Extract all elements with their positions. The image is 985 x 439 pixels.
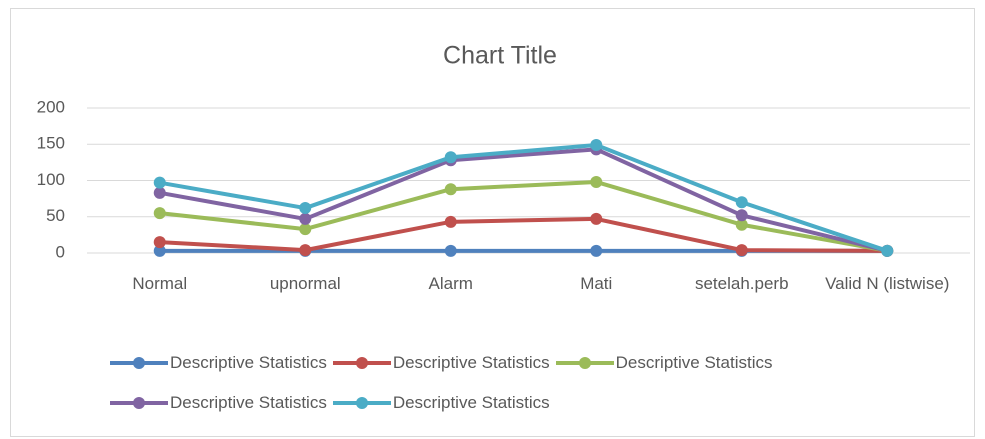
legend-label: Descriptive Statistics bbox=[615, 353, 773, 372]
data-point bbox=[735, 244, 748, 257]
y-tick-label: 200 bbox=[37, 97, 65, 116]
legend-swatch bbox=[332, 397, 391, 409]
series-line bbox=[159, 216, 888, 253]
data-point bbox=[881, 244, 894, 257]
data-point bbox=[444, 183, 457, 196]
legend-label: Descriptive Statistics bbox=[170, 353, 327, 372]
y-tick-label: 150 bbox=[37, 134, 65, 153]
legend-swatch bbox=[110, 397, 168, 409]
x-tick-label: Mati bbox=[580, 274, 613, 293]
legend-label: Descriptive Statistics bbox=[392, 353, 550, 372]
data-point bbox=[153, 207, 166, 220]
legend-swatch bbox=[110, 357, 168, 369]
chart-title: Chart Title bbox=[443, 42, 557, 70]
data-point bbox=[444, 215, 457, 228]
series-line bbox=[159, 179, 888, 253]
y-tick-label: 0 bbox=[56, 242, 65, 261]
series-line bbox=[159, 142, 888, 253]
data-point bbox=[153, 186, 166, 199]
legend-label: Descriptive Statistics bbox=[392, 393, 550, 412]
legend-marker bbox=[133, 397, 145, 409]
legend-marker bbox=[355, 357, 368, 369]
data-point bbox=[590, 138, 603, 151]
legend-marker bbox=[578, 357, 591, 369]
data-point bbox=[299, 223, 312, 236]
data-point bbox=[153, 244, 166, 257]
data-point bbox=[299, 202, 312, 215]
y-tick-label: 50 bbox=[46, 206, 65, 225]
legend: Descriptive Statistics Descriptive Statis… bbox=[108, 353, 928, 413]
x-tick-label: setelah.perb bbox=[694, 274, 789, 293]
data-point bbox=[590, 244, 603, 257]
legend-marker bbox=[355, 397, 368, 409]
data-point bbox=[153, 236, 166, 249]
data-point bbox=[590, 175, 603, 188]
legend-swatch bbox=[555, 357, 614, 369]
data-point bbox=[153, 176, 166, 189]
data-point bbox=[735, 209, 748, 222]
data-point bbox=[444, 151, 457, 164]
legend-item: Descriptive Statistics bbox=[108, 353, 327, 373]
x-tick-label: Normal bbox=[132, 274, 188, 293]
legend-swatch bbox=[332, 357, 391, 369]
x-tick-label: upnormal bbox=[269, 274, 341, 293]
data-point bbox=[590, 212, 603, 225]
data-point bbox=[735, 196, 748, 209]
legend-item: Descriptive Statistics bbox=[331, 393, 550, 413]
y-tick-label: 100 bbox=[37, 170, 65, 189]
legend-marker bbox=[133, 357, 145, 369]
x-tick-label: Valid N (listwise) bbox=[825, 274, 950, 293]
data-point bbox=[735, 218, 748, 231]
legend-item: Descriptive Statistics bbox=[554, 353, 773, 373]
data-point bbox=[299, 244, 312, 257]
series-line bbox=[159, 147, 888, 253]
x-tick-label: Alarm bbox=[428, 274, 473, 293]
legend-item: Descriptive Statistics bbox=[108, 393, 327, 413]
data-point bbox=[299, 212, 312, 225]
legend-item: Descriptive Statistics bbox=[331, 353, 550, 373]
data-point bbox=[444, 244, 457, 257]
legend-label: Descriptive Statistics bbox=[170, 393, 327, 412]
